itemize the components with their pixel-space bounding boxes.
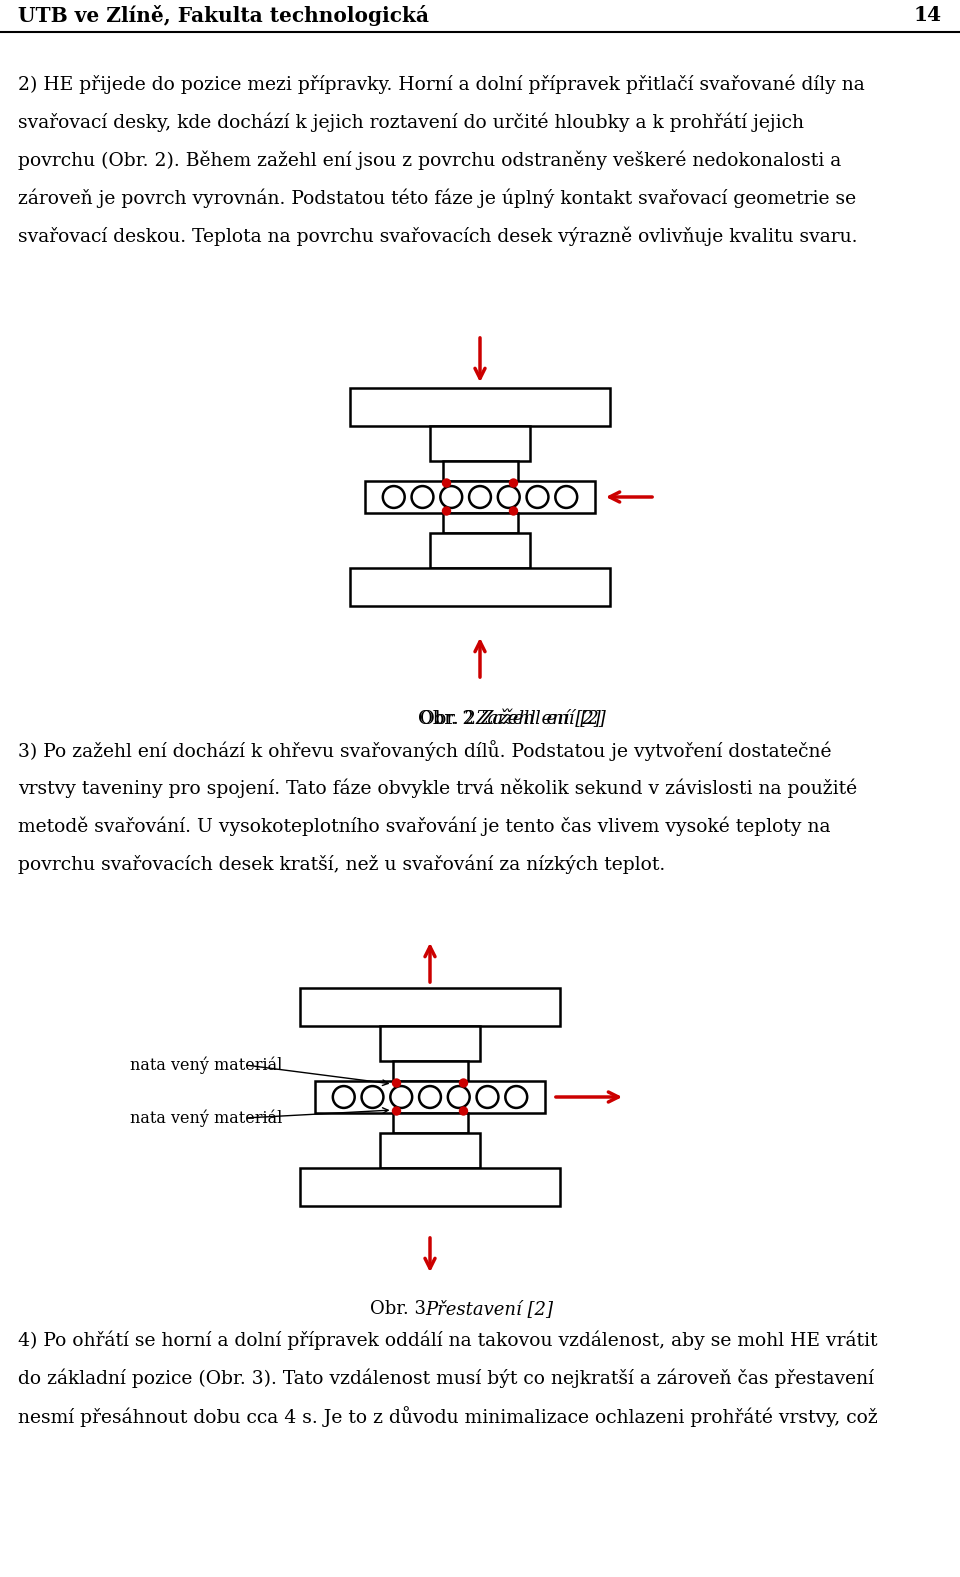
Circle shape [443, 479, 450, 487]
Text: Obr. 3: Obr. 3 [370, 1299, 432, 1318]
Text: Přestavení [2]: Přestavení [2] [425, 1299, 553, 1318]
Text: povrchu (Obr. 2). Během zažehl ení jsou z povrchu odstraněny veškeré nedokonalos: povrchu (Obr. 2). Během zažehl ení jsou … [18, 151, 841, 170]
Text: 14: 14 [914, 5, 942, 25]
Text: metodě svařování. U vysokoteplotního svařování je tento čas vlivem vysoké teplot: metodě svařování. U vysokoteplotního sva… [18, 815, 830, 836]
Bar [300, 1169, 560, 1206]
Bar [393, 1113, 468, 1132]
Circle shape [393, 1079, 400, 1087]
Text: 4) Po ohřátí se horní a dolní přípravek oddálí na takovou vzdálenost, aby se moh: 4) Po ohřátí se horní a dolní přípravek … [18, 1329, 877, 1350]
Bar [443, 513, 517, 533]
Bar [350, 568, 610, 606]
Bar [365, 481, 595, 513]
Circle shape [510, 506, 517, 516]
Text: vrstvy taveniny pro spojení. Tato fáze obvykle trvá několik sekund v závislosti : vrstvy taveniny pro spojení. Tato fáze o… [18, 777, 857, 798]
Text: do základní pozice (Obr. 3). Tato vzdálenost musí být co nejkratší a zároveň čas: do základní pozice (Obr. 3). Tato vzdále… [18, 1367, 874, 1388]
Circle shape [393, 1107, 400, 1115]
Text: Obr. 2: Obr. 2 [419, 710, 480, 729]
Bar [350, 388, 610, 426]
Bar [315, 1080, 545, 1113]
Bar [380, 1132, 480, 1169]
Text: nata vený materiál: nata vený materiál [130, 1109, 282, 1126]
Text: 2) HE přijede do pozice mezi přípravky. Horní a dolní přípravek přitlačí svařova: 2) HE přijede do pozice mezi přípravky. … [18, 76, 865, 95]
Text: Zažehl ení [2]: Zažehl ení [2] [475, 710, 601, 729]
Text: UTB ve Zlíně, Fakulta technologická: UTB ve Zlíně, Fakulta technologická [18, 5, 429, 25]
Bar [300, 989, 560, 1027]
Text: zároveň je povrch vyrovnán. Podstatou této fáze je úplný kontakt svařovací geome: zároveň je povrch vyrovnán. Podstatou té… [18, 189, 856, 208]
Circle shape [460, 1079, 468, 1087]
Bar [393, 1061, 468, 1080]
Text: nata vený materiál: nata vený materiál [130, 1057, 282, 1074]
Circle shape [510, 479, 517, 487]
Circle shape [460, 1107, 468, 1115]
Bar [443, 460, 517, 481]
Bar [430, 426, 530, 460]
Text: povrchu svařovacích desek kratší, než u svařování za nízkých teplot.: povrchu svařovacích desek kratší, než u … [18, 855, 665, 874]
Text: nesmí přesáhnout dobu cca 4 s. Je to z důvodu minimalizace ochlazeni prohřáté vr: nesmí přesáhnout dobu cca 4 s. Je to z d… [18, 1407, 877, 1427]
Bar [430, 533, 530, 568]
Text: Zažehl ení [2]: Zažehl ení [2] [480, 710, 606, 729]
Text: Obr. 2: Obr. 2 [420, 710, 482, 729]
Text: 3) Po zažehl ení dochází k ohřevu svařovaných dílů. Podstatou je vytvoření dosta: 3) Po zažehl ení dochází k ohřevu svařov… [18, 740, 831, 762]
Text: svařovací deskou. Teplota na povrchu svařovacích desek výrazně ovlivňuje kvalitu: svařovací deskou. Teplota na povrchu sva… [18, 227, 857, 246]
Bar [380, 1027, 480, 1061]
Text: svařovací desky, kde dochází k jejich roztavení do určité hloubky a k prohřátí j: svařovací desky, kde dochází k jejich ro… [18, 114, 804, 132]
Circle shape [443, 506, 450, 516]
